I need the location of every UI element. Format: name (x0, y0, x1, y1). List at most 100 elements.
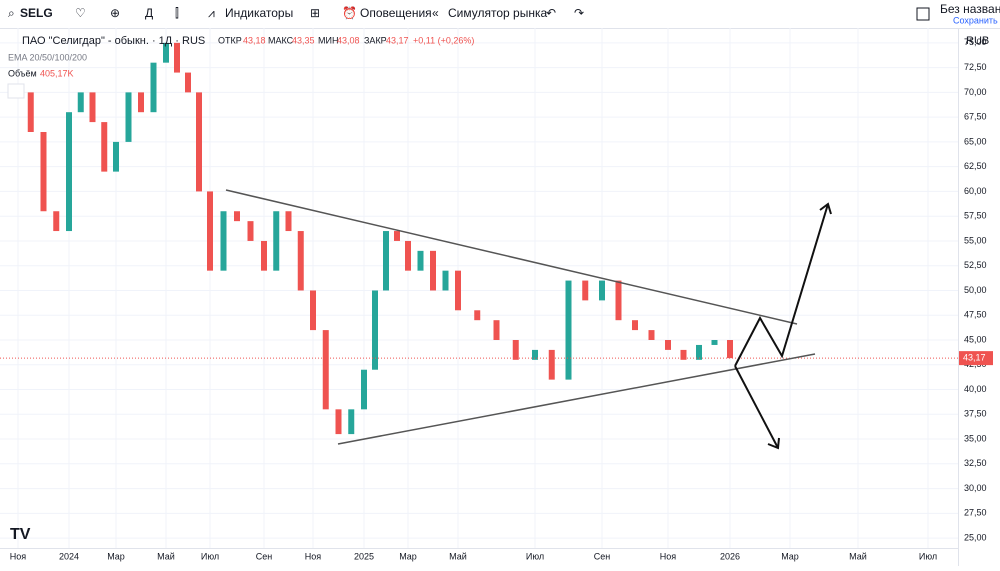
legend-high-label: МАКС (268, 35, 294, 45)
legend-high: 43,35 (292, 35, 315, 45)
y-tick-label: 72,50 (964, 62, 987, 72)
candle (285, 211, 292, 232)
candle (261, 240, 267, 271)
layouts-icon[interactable]: ⊞ (310, 6, 320, 20)
y-tick-label: 32,50 (964, 458, 987, 468)
legend-volume: 405,17K (40, 68, 74, 78)
replay-icon[interactable]: « (432, 6, 439, 20)
candle (442, 270, 449, 291)
trend-line-lower (337, 353, 816, 445)
candle (493, 320, 500, 340)
toolbar (0, 0, 1000, 28)
candle (632, 320, 638, 331)
candle (394, 231, 400, 241)
candle (220, 211, 227, 271)
y-tick-label: 30,00 (964, 483, 987, 493)
x-tick-label: Май (157, 551, 175, 561)
layout-icon[interactable] (916, 7, 930, 21)
x-tick-label: Мар (781, 551, 799, 561)
legend-open: 43,18 (243, 35, 266, 45)
arrow-down (734, 365, 779, 449)
candle (417, 250, 424, 271)
candle (405, 240, 411, 271)
candle (247, 221, 254, 241)
legend-close: 43,17 (386, 35, 409, 45)
simulator[interactable]: Симулятор рынка (448, 6, 547, 20)
legend-open-label: ОТКР (218, 35, 242, 45)
y-tick-label: 57,50 (964, 211, 987, 221)
candle (455, 270, 461, 311)
search-icon[interactable]: ⌕ (8, 6, 15, 20)
save[interactable]: Сохранить (953, 15, 998, 25)
indicators[interactable]: Индикаторы (225, 6, 293, 20)
candle (163, 42, 169, 63)
x-tick-label: Мар (399, 551, 417, 561)
arrow-down-head (767, 437, 780, 450)
add-icon[interactable]: ⊕ (110, 6, 120, 20)
chart-type-icon[interactable]: ⫿ (175, 6, 179, 20)
y-tick-label: 50,00 (964, 285, 987, 295)
candle (138, 92, 144, 113)
y-tick-label: 67,50 (964, 112, 987, 122)
candle (150, 62, 157, 113)
x-tick-label: Мар (107, 551, 125, 561)
x-tick-label: Сен (594, 551, 611, 561)
candle (273, 211, 280, 271)
x-tick-label: Ноя (10, 551, 27, 561)
x-tick-label: Ноя (660, 551, 677, 561)
collapse-btn[interactable] (7, 83, 25, 99)
x-tick-label: Июл (526, 551, 544, 561)
candle (615, 280, 622, 321)
legend-low: 43,08 (337, 35, 360, 45)
candle (196, 92, 202, 192)
candle (174, 42, 180, 73)
candle (113, 141, 119, 172)
layout-name[interactable]: Без названия (940, 2, 1000, 16)
arrow-up-head (819, 202, 832, 215)
candle (430, 250, 436, 291)
trend-line-upper (225, 189, 798, 325)
x-tick-label: 2025 (354, 551, 374, 561)
tv-logo[interactable]: TV (10, 526, 31, 543)
y-tick-label: 65,00 (964, 136, 987, 146)
legend-title: ПАО "Селигдар" - обыкн. · 1Д · RUS (22, 35, 205, 47)
fav-icon[interactable]: ♡ (75, 6, 86, 20)
candle (361, 369, 367, 410)
candle (125, 92, 132, 142)
candle (207, 191, 213, 271)
candle (348, 409, 355, 435)
last-price-box (959, 351, 993, 366)
y-tick-label: 45,00 (964, 334, 987, 344)
y-tick-label: 27,50 (964, 508, 987, 518)
legend-ema[interactable]: EMA 20/50/100/200 (8, 52, 87, 62)
undo[interactable]: ↶ (546, 6, 556, 20)
candle (548, 349, 555, 380)
candle (474, 310, 481, 321)
candle (512, 340, 519, 360)
candle (297, 231, 304, 291)
y-tick-label: 52,50 (964, 260, 987, 270)
candle (234, 211, 240, 222)
alerts[interactable]: Оповещения (360, 6, 432, 20)
y-tick-label: 37,50 (964, 409, 987, 419)
candle (383, 231, 389, 291)
x-tick-label: Май (449, 551, 467, 561)
candle (582, 280, 589, 301)
legend-close-label: ЗАКР (364, 35, 387, 45)
x-tick-label: Июл (919, 551, 937, 561)
x-tick-label: Июл (201, 551, 219, 561)
redo[interactable]: ↷ (574, 6, 584, 20)
indicators-icon[interactable]: ⩘ (208, 6, 215, 20)
currency[interactable]: RUB (966, 35, 989, 47)
symbol[interactable]: SELG (20, 6, 53, 20)
alerts-icon[interactable]: ⏰ (342, 5, 357, 20)
candle (532, 349, 538, 360)
candle (727, 340, 733, 359)
candle (665, 340, 671, 350)
y-tick-label: 60,00 (964, 186, 987, 196)
candle (66, 112, 72, 232)
interval[interactable]: Д (145, 6, 153, 20)
x-tick-label: Ноя (305, 551, 322, 561)
